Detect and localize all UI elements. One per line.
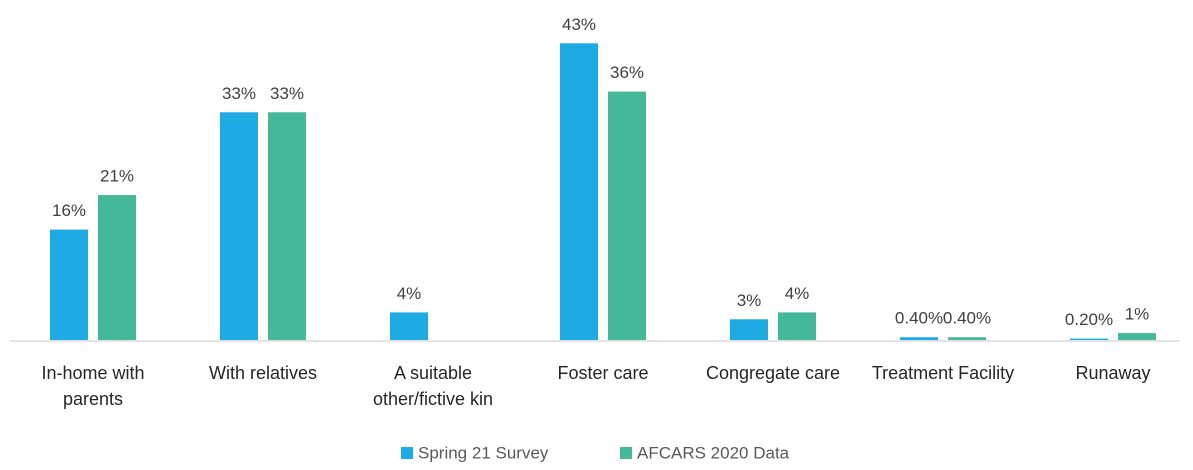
data-label: 1% — [1125, 305, 1150, 324]
data-label: 0.40% — [895, 309, 943, 328]
bar — [1070, 338, 1108, 340]
bar — [900, 337, 938, 340]
bar — [390, 312, 428, 340]
data-label: 4% — [785, 284, 810, 303]
legend-label: AFCARS 2020 Data — [637, 443, 790, 462]
bar — [50, 229, 88, 340]
bar — [268, 112, 306, 340]
data-label: 33% — [270, 84, 304, 103]
x-tick-label: In-home with parents — [41, 363, 145, 409]
data-label: 3% — [737, 291, 762, 310]
legend-label: Spring 21 Survey — [418, 443, 549, 462]
x-tick-label: Congregate care — [705, 363, 841, 383]
x-tick-label: Foster care — [557, 363, 649, 383]
legend-swatch — [620, 447, 632, 459]
bar — [608, 91, 646, 340]
data-label: 21% — [100, 167, 134, 186]
bar — [1118, 333, 1156, 340]
x-tick-label: A suitable other/fictive kin — [372, 363, 494, 409]
x-tick-label: Treatment Facility — [871, 363, 1015, 383]
data-label: 0.20% — [1065, 310, 1113, 329]
bar — [560, 43, 598, 341]
data-label: 4% — [397, 284, 422, 303]
bar — [98, 195, 136, 340]
data-label: 33% — [222, 84, 256, 103]
legend-swatch — [401, 447, 413, 459]
x-tick-label: Runaway — [1075, 363, 1151, 383]
bar — [948, 337, 986, 340]
bar — [778, 312, 816, 340]
bar — [730, 319, 768, 340]
x-tick-label: With relatives — [208, 363, 318, 383]
data-label: 0.40% — [943, 309, 991, 328]
data-label: 16% — [52, 201, 86, 220]
data-label: 43% — [562, 15, 596, 34]
bar — [220, 112, 258, 340]
data-label: 36% — [610, 63, 644, 82]
